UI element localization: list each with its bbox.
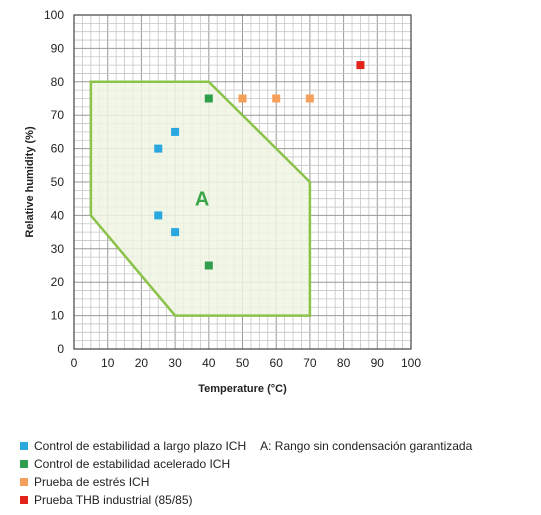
y-tick-label: 0 (57, 342, 64, 356)
legend-item: Prueba THB industrial (85/85) (20, 491, 540, 509)
x-tick-label: 100 (401, 356, 421, 370)
legend-label: Control de estabilidad a largo plazo ICH (34, 439, 247, 453)
legend-swatch (20, 496, 28, 504)
y-tick-label: 20 (51, 275, 65, 289)
x-tick-label: 80 (337, 356, 351, 370)
x-tick-label: 50 (236, 356, 250, 370)
x-axis-title: Temperature (°C) (198, 383, 287, 395)
data-point (356, 61, 365, 70)
legend-annotation: A: Rango sin condensación garantizada (260, 439, 473, 453)
region-a-polygon (89, 80, 312, 317)
x-tick-label: 0 (71, 356, 78, 370)
y-tick-label: 80 (51, 75, 65, 89)
y-tick-label: 40 (51, 208, 65, 222)
x-tick-label: 70 (303, 356, 317, 370)
legend-label: Prueba THB industrial (85/85) (34, 493, 193, 507)
data-point (305, 94, 314, 103)
legend-swatch (20, 460, 28, 468)
legend-item: Control de estabilidad a largo plazo ICH… (20, 437, 540, 455)
data-point (171, 127, 180, 136)
data-points (154, 61, 365, 270)
y-tick-label: 30 (51, 242, 65, 256)
x-tick-label: 60 (270, 356, 284, 370)
x-tick-label: 10 (101, 356, 115, 370)
x-tick-label: 40 (202, 356, 216, 370)
tick-labels: 0 10 20 30 40 50 60 70 80 90 100 0 10 20 30 40 50 60 70 80 9… (44, 8, 421, 370)
legend-item: Prueba de estrés ICH (20, 473, 540, 491)
y-tick-label: 70 (51, 108, 65, 122)
data-point (204, 94, 213, 103)
data-point (171, 228, 180, 237)
data-point (238, 94, 247, 103)
chart: 0 10 20 30 40 50 60 70 80 90 100 0 10 20 30 40 50 60 70 80 9… (24, 8, 421, 395)
data-point (154, 144, 163, 153)
x-tick-label: 90 (371, 356, 385, 370)
x-tick-label: 30 (168, 356, 182, 370)
legend-label: Control de estabilidad acelerado ICH (34, 457, 231, 471)
data-point (154, 211, 163, 220)
legend-swatch (20, 478, 28, 486)
legend-item: Control de estabilidad acelerado ICH (20, 455, 540, 473)
y-tick-label: 90 (51, 41, 65, 55)
y-axis-title: Relative humidity (%) (24, 126, 36, 238)
y-tick-label: 50 (51, 175, 65, 189)
region-label: A (195, 189, 209, 211)
y-tick-label: 100 (44, 8, 64, 22)
legend-label: Prueba de estrés ICH (34, 475, 150, 489)
data-point (204, 261, 213, 270)
data-point (272, 94, 281, 103)
legend: Control de estabilidad a largo plazo ICH… (20, 437, 540, 509)
region-a (89, 80, 312, 317)
x-tick-label: 20 (135, 356, 149, 370)
y-tick-label: 60 (51, 142, 65, 156)
legend-swatch (20, 442, 28, 450)
y-tick-label: 10 (51, 309, 65, 323)
axes (73, 14, 412, 350)
plot-frame (73, 14, 412, 350)
